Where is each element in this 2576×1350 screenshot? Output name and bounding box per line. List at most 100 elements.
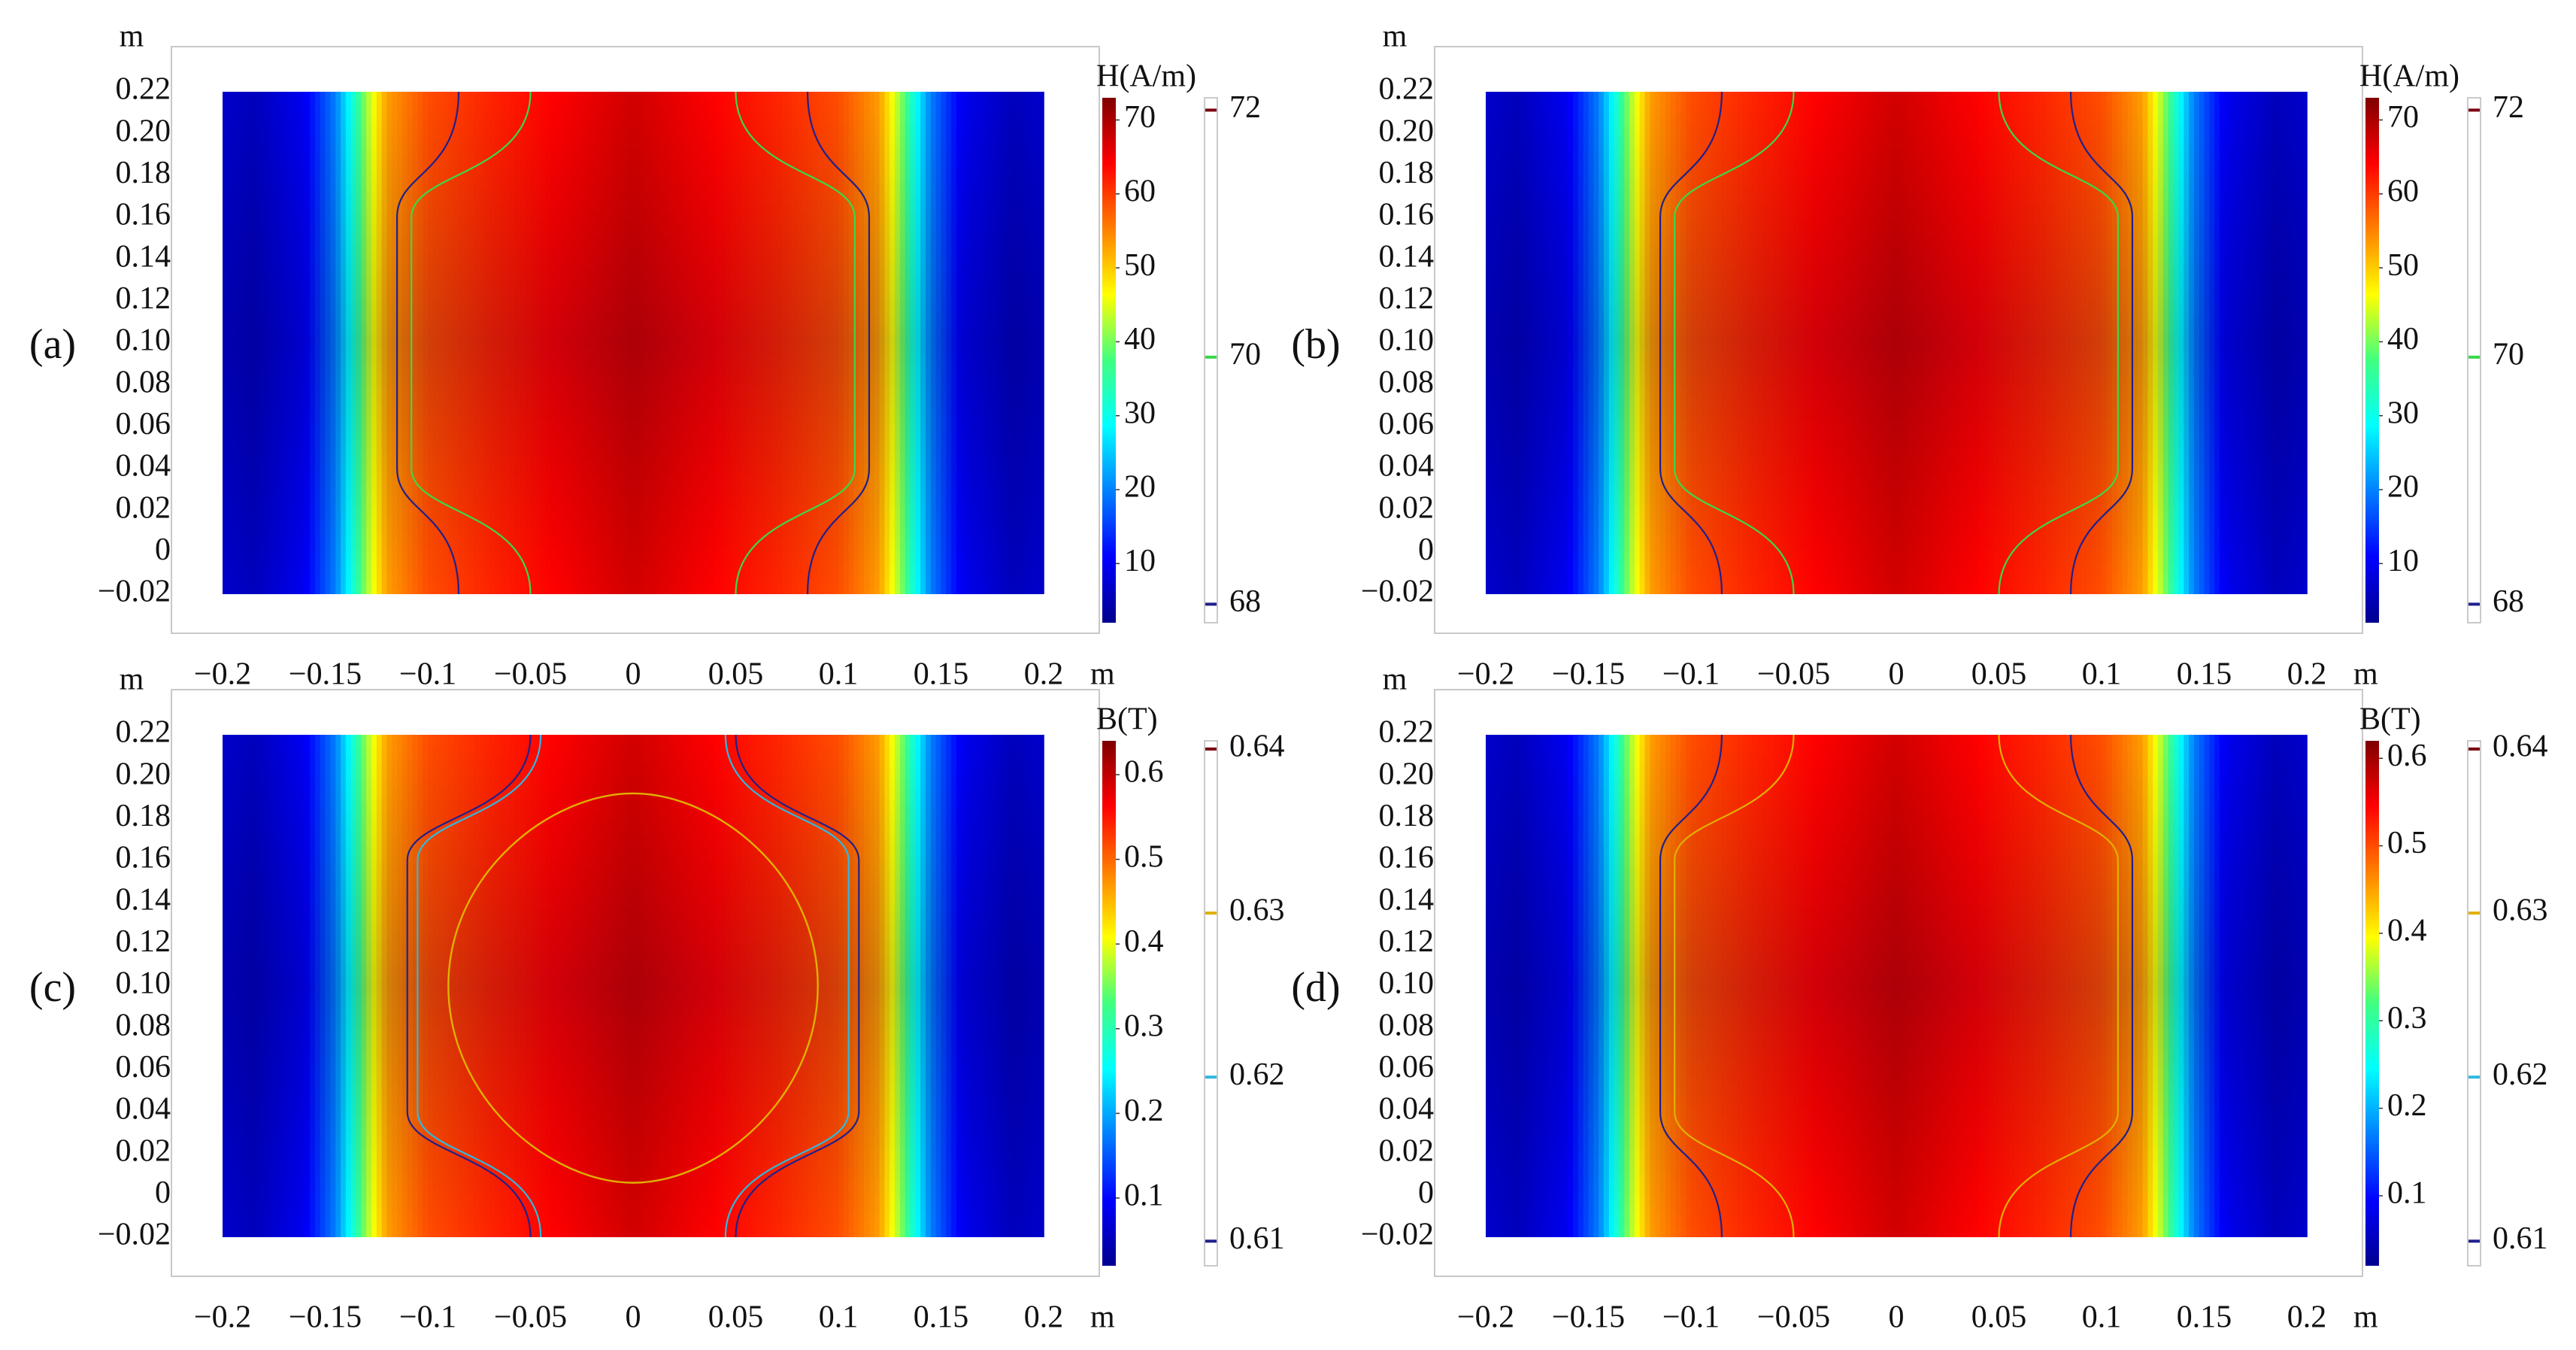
contour-lines [1659, 91, 2134, 595]
x-tick-label: −0.2 [194, 1300, 251, 1335]
x-tick-label: 0 [1889, 657, 1905, 692]
x-tick-label: −0.1 [1662, 657, 1720, 692]
colorbar-tick-label: 0.3 [1124, 1009, 1164, 1043]
colorbar-tick-label: 0.6 [1124, 755, 1164, 790]
x-tick-label: 0.1 [819, 657, 859, 692]
panel-c: (c)mm0.220.200.180.160.140.120.100.080.0… [29, 663, 1285, 1335]
heatmap-shading [223, 735, 1044, 1237]
y-tick-label: 0.06 [1379, 407, 1435, 441]
contour-line [1659, 91, 1723, 595]
colorbar [1102, 98, 1116, 623]
y-tick-label: 0.20 [1379, 114, 1435, 148]
contour-legend-tick-label: 0.64 [1229, 730, 1285, 764]
contour-line [1998, 734, 2119, 1238]
contour-legend-tick-label: 0.64 [2493, 730, 2548, 764]
contour-line [724, 734, 850, 1238]
y-tick-label: 0.04 [1379, 449, 1435, 484]
y-tick-label: 0.18 [116, 799, 171, 833]
panel-label: (b) [1291, 321, 1340, 368]
y-tick-label: 0.20 [116, 757, 171, 791]
y-tick-label: 0.08 [116, 1008, 171, 1042]
contour-legend-tick-label: 0.61 [2493, 1221, 2548, 1256]
colorbar-tick-label: 70 [2387, 100, 2419, 135]
y-tick-label: 0.08 [1379, 1008, 1435, 1042]
x-tick-label: 0 [626, 657, 641, 692]
colorbar-tick-label: 20 [2387, 470, 2419, 505]
y-tick-label: 0 [1418, 532, 1434, 567]
y-axis-label: m [120, 20, 144, 54]
y-tick-label: 0.16 [116, 198, 171, 232]
y-tick-label: 0.06 [116, 1050, 171, 1085]
panel-a: (a)mm0.220.200.180.160.140.120.100.080.0… [29, 20, 1261, 692]
y-tick-label: 0.02 [116, 1133, 171, 1168]
contour-legend-tick-label: 0.61 [1229, 1221, 1285, 1256]
y-tick-label: 0.12 [116, 924, 171, 959]
y-tick-label: 0.14 [1379, 882, 1435, 917]
panel-label: (d) [1291, 964, 1340, 1011]
x-tick-label: 0.15 [914, 657, 969, 692]
colorbar-tick-label: 30 [1124, 396, 1156, 430]
x-tick-label: −0.2 [1457, 1300, 1514, 1335]
y-tick-label: 0.18 [1379, 156, 1435, 190]
panel-label: (c) [29, 964, 76, 1011]
contour-line [806, 91, 871, 595]
x-tick-label: 0 [626, 1300, 641, 1335]
y-tick-label: 0.16 [1379, 841, 1435, 875]
x-tick-label: 0 [1889, 1300, 1905, 1335]
x-tick-label: −0.1 [399, 1300, 456, 1335]
colorbar-tick-label: 0.1 [2387, 1176, 2427, 1211]
y-tick-label: 0.12 [1379, 281, 1435, 316]
contour-line [1674, 91, 1795, 595]
contour-line [1674, 734, 1795, 1238]
colorbar-tick-label: 50 [1124, 248, 1156, 283]
colorbar-tick-label: 30 [2387, 396, 2419, 430]
x-tick-label: −0.2 [1457, 657, 1514, 692]
x-tick-label: 0.05 [1971, 657, 2027, 692]
colorbar-title: H(A/m) [2359, 59, 2459, 94]
y-tick-label: 0.04 [116, 449, 171, 484]
colorbar [2365, 98, 2379, 623]
x-tick-label: −0.1 [399, 657, 456, 692]
contour-line [406, 734, 532, 1238]
y-tick-label: 0.04 [116, 1092, 171, 1127]
colorbar-tick-label: 0.5 [2387, 826, 2427, 860]
contour-legend-tick-label: 0.63 [1229, 893, 1285, 928]
contour-line [1659, 734, 1723, 1238]
contour-legend-tick-label: 68 [2493, 584, 2524, 619]
colorbar-title: B(T) [1096, 702, 1158, 737]
contour-legend-tick-label: 0.62 [2493, 1057, 2548, 1092]
x-axis-label: m [1090, 657, 1115, 692]
x-tick-label: −0.05 [494, 657, 567, 692]
heatmap-shading [1486, 735, 2307, 1237]
colorbar-tick-label: 60 [2387, 174, 2419, 208]
colorbar-tick-label: 20 [1124, 470, 1156, 505]
heatmap-shading [1486, 92, 2307, 594]
y-tick-label: 0.22 [116, 715, 171, 750]
colorbar-tick-label: 0.4 [1124, 924, 1164, 959]
contour-legend-bar [1204, 740, 1218, 1267]
y-tick-label: 0 [155, 1176, 171, 1210]
y-tick-label: 0.10 [1379, 966, 1435, 1001]
y-tick-label: −0.02 [1361, 575, 1434, 609]
y-tick-label: 0.18 [1379, 799, 1435, 833]
y-tick-label: 0.22 [1379, 715, 1435, 750]
colorbar-title: H(A/m) [1096, 59, 1196, 94]
contour-lines [395, 91, 871, 595]
x-tick-label: 0.15 [914, 1300, 969, 1335]
heatmap-shading [223, 92, 1044, 594]
x-tick-label: −0.05 [1757, 1300, 1830, 1335]
colorbar-tick-label: 0.4 [2387, 914, 2427, 948]
x-tick-label: −0.2 [194, 657, 251, 692]
y-tick-label: 0.12 [116, 281, 171, 316]
colorbar-tick-label: 40 [1124, 322, 1156, 356]
x-tick-label: −0.15 [289, 657, 362, 692]
x-tick-label: 0.2 [2287, 657, 2327, 692]
colorbar-tick-label: 0.1 [1124, 1179, 1164, 1213]
contour-lines [1659, 734, 2134, 1238]
contour-line [2069, 734, 2134, 1238]
colorbar-tick-label: 0.3 [2387, 1001, 2427, 1036]
x-tick-label: −0.15 [1552, 657, 1625, 692]
contour-legend-tick-label: 0.63 [2493, 893, 2548, 928]
x-tick-label: 0.1 [2082, 657, 2122, 692]
contour-line [2069, 91, 2134, 595]
